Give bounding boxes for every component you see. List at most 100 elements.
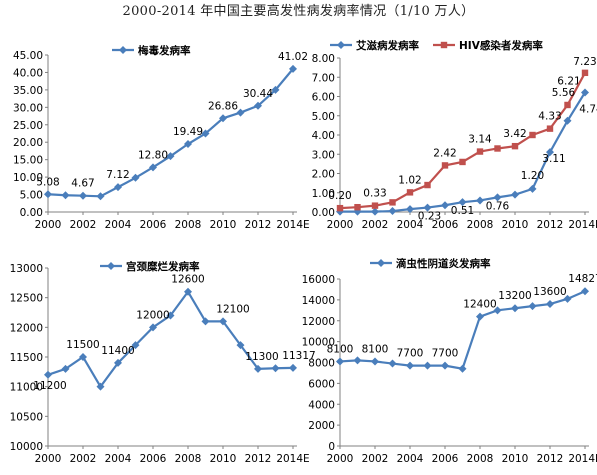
legend-label: 梅毒发病率 [138, 44, 191, 57]
data-point [406, 361, 414, 370]
data-point [563, 116, 572, 125]
x-tick-label: 2008 [175, 219, 202, 231]
x-tick-label: 2014E [568, 219, 597, 231]
y-tick-label: 16000 [302, 274, 335, 286]
x-tick-label: 2010 [502, 453, 529, 465]
data-label: 6.21 [557, 75, 580, 87]
data-point [353, 356, 362, 365]
data-label: 12000 [136, 309, 169, 321]
data-point [406, 189, 414, 196]
series-primary: 0.23 0.51 0.76 1.20 3.11 4.74 6.21 [336, 75, 597, 223]
x-tick-label: 2004 [105, 219, 132, 231]
x-tick-label: 2010 [210, 453, 237, 465]
data-point [114, 358, 122, 367]
data-point [564, 101, 571, 109]
data-point [441, 162, 449, 169]
y-tick-label: 2.00 [312, 169, 335, 181]
data-label: 41.02 [278, 51, 308, 63]
y-tick-label: 4.00 [312, 130, 335, 142]
series-secondary: 0.20 0.33 1.02 2.42 3.14 3.42 4.33 5.56 7.23 [328, 56, 597, 212]
series-primary: 8100 8100 7700 7700 12400132001360014827 [327, 273, 597, 373]
data-point [166, 152, 175, 161]
data-point [511, 304, 519, 313]
data-point [184, 140, 192, 149]
data-label: 3.42 [503, 128, 526, 140]
data-point [219, 317, 227, 326]
data-point [236, 108, 245, 117]
data-point [546, 125, 554, 132]
data-label: 13200 [498, 290, 531, 302]
data-point [149, 163, 157, 172]
data-point [254, 101, 262, 110]
data-point [184, 287, 192, 296]
data-point [96, 382, 105, 391]
legend-entry: 梅毒发病率 [112, 44, 191, 57]
data-label: 4.33 [538, 111, 561, 123]
chart-panel-cervicitis: 10000 10500 11000 11500 12000 12500 13000 2000 2… [10, 260, 316, 465]
data-point [563, 294, 572, 303]
data-point [236, 341, 245, 350]
y-tick-label: 11000 [10, 382, 43, 394]
data-label: 30.44 [243, 88, 273, 100]
y-tick-label: 2000 [308, 420, 335, 432]
x-tick-label: 2000 [327, 219, 354, 231]
data-point [441, 201, 449, 210]
y-tick-label: 40.00 [13, 67, 43, 79]
data-point [424, 181, 431, 189]
y-tick-label: 10000 [10, 441, 43, 453]
data-label: 5.08 [36, 176, 59, 188]
legend-label: 滴虫性阴道炎发病率 [396, 257, 491, 270]
data-point [219, 114, 227, 123]
data-label: 0.20 [328, 190, 351, 202]
data-point [511, 190, 519, 199]
data-point [336, 357, 344, 366]
y-tick-label: 0 [328, 441, 335, 453]
data-point [441, 361, 449, 370]
data-label: 12400 [463, 299, 496, 311]
data-point [546, 148, 554, 157]
data-point [581, 69, 589, 77]
data-point [528, 302, 537, 311]
data-label: 8100 [327, 343, 354, 355]
x-tick-label: 2002 [362, 219, 389, 231]
data-point [371, 202, 379, 209]
data-label: 11300 [245, 351, 278, 363]
x-tick-label: 2002 [70, 453, 97, 465]
legend-label: HIV感染者发病率 [459, 39, 543, 52]
x-tick-label: 2006 [140, 453, 167, 465]
y-tick-label: 7.00 [312, 72, 335, 84]
data-point [44, 190, 52, 199]
data-label: 1.02 [398, 174, 421, 186]
data-label: 13600 [533, 286, 566, 298]
data-point [371, 207, 379, 216]
y-tick-label: 45.00 [13, 50, 43, 62]
data-label: 5.56 [552, 87, 576, 99]
legend-marker [377, 259, 385, 267]
data-label: 7700 [432, 348, 459, 360]
y-tick-label: 30.00 [13, 102, 43, 114]
data-label: 11200 [33, 380, 66, 392]
data-point [458, 364, 467, 373]
x-tick-label: 2006 [432, 453, 459, 465]
y-tick-label: 13000 [10, 263, 43, 275]
data-point [201, 317, 210, 326]
y-tick-label: 25.00 [13, 120, 43, 132]
data-point [44, 370, 52, 379]
data-label: 11500 [66, 339, 99, 351]
x-tick-label: 2006 [432, 219, 459, 231]
x-tick-label: 2010 [210, 219, 237, 231]
data-label: 8100 [362, 343, 389, 355]
legend-marker [440, 41, 448, 49]
y-tick-label: 4000 [308, 399, 335, 411]
y-tick-label: 12000 [10, 322, 43, 334]
data-label: 2.42 [433, 147, 456, 159]
data-point [476, 196, 484, 205]
y-tick-label: 14000 [302, 295, 335, 307]
data-point [79, 191, 87, 200]
legend-entry: HIV感染者发病率 [433, 39, 543, 52]
data-point [96, 192, 105, 201]
y-tick-label: 6.00 [312, 92, 335, 104]
chart-panel-hiv: 0.00 1.00 2.00 3.00 4.00 5.00 6.00 7.00 8.00 2000… [312, 39, 597, 231]
chart-panel-syphilis: 0.00 5.00 10.00 15.00 20.00 25.00 30.00 35.00 40… [13, 44, 310, 231]
x-tick-label: 2010 [502, 219, 529, 231]
